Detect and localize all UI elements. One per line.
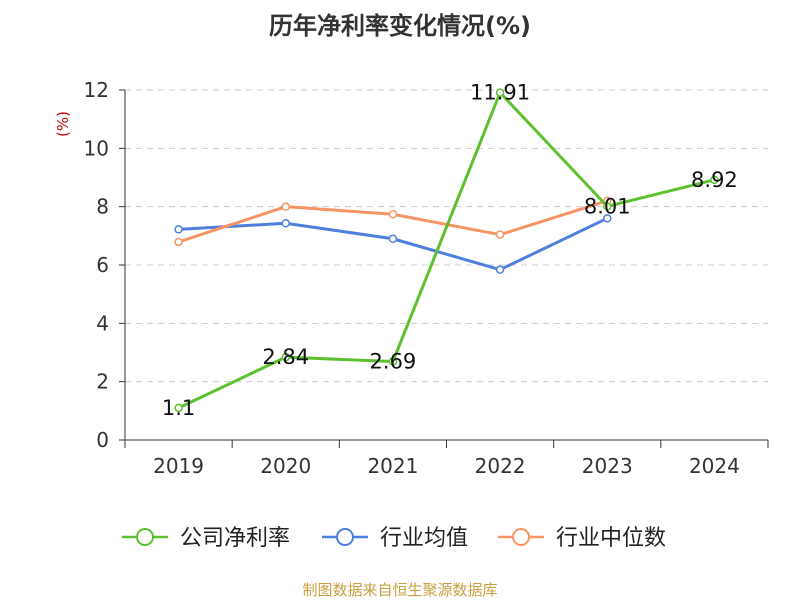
x-tick-label: 2021 (367, 454, 418, 478)
data-point[interactable] (710, 175, 719, 185)
data-point[interactable] (174, 225, 183, 234)
x-tick-label: 2023 (582, 454, 633, 478)
legend-label: 公司净利率 (180, 526, 290, 551)
x-tick-label: 2019 (153, 454, 204, 478)
data-point[interactable] (495, 88, 505, 97)
axes: 0 2 4 6 8 10 12 2019 2020 2021 2022 2023 2024 (%) (54, 78, 769, 478)
legend-marker (336, 528, 354, 546)
series-line-0 (177, 91, 715, 410)
data-label: 2.69 (370, 350, 417, 374)
data-point[interactable] (388, 234, 398, 243)
y-tick-label: 4 (96, 311, 109, 335)
grid-lines (125, 89, 768, 383)
data-point[interactable] (495, 230, 505, 239)
data-labels: 1.1 2.84 2.69 11.91 8.01 8.92 (162, 81, 738, 420)
data-point[interactable] (495, 265, 505, 274)
data-label: 8.01 (584, 194, 631, 218)
series-lines (174, 88, 719, 413)
data-label: 8.92 (691, 168, 738, 192)
legend-item[interactable]: 行业中位数 (498, 526, 666, 551)
legend[interactable]: 公司净利率 行业均值 行业中位数 (122, 526, 666, 551)
series-line-1 (178, 216, 608, 272)
legend-label: 行业均值 (380, 526, 468, 551)
y-tick-label: 10 (84, 136, 109, 160)
legend-marker (512, 528, 530, 546)
y-tick-label: 12 (84, 78, 109, 102)
legend-item[interactable]: 行业均值 (322, 526, 468, 551)
data-point[interactable] (603, 214, 612, 223)
data-point[interactable] (281, 352, 290, 362)
data-point[interactable] (281, 202, 290, 211)
y-tick-label: 0 (96, 428, 109, 452)
y-tick-label: 2 (96, 370, 109, 394)
y-tick-label: 6 (96, 253, 109, 277)
source-note: 制图数据来自恒生聚源数据库 (302, 581, 498, 599)
y-tick-label: 8 (96, 195, 109, 219)
data-label: 11.91 (470, 81, 530, 105)
legend-item[interactable]: 公司净利率 (122, 526, 290, 551)
x-tick-label: 2024 (689, 454, 740, 478)
data-label: 1.1 (162, 396, 195, 420)
data-point[interactable] (388, 357, 398, 366)
x-tick-label: 2020 (260, 454, 311, 478)
chart-title: 历年净利率变化情况(%) (269, 12, 531, 40)
data-label: 2.84 (262, 345, 309, 369)
data-point[interactable] (388, 210, 398, 219)
legend-label: 行业中位数 (556, 526, 666, 551)
data-point[interactable] (603, 202, 612, 211)
y-axis-unit-label: (%) (54, 111, 72, 137)
x-tick-label: 2022 (475, 454, 526, 478)
data-point[interactable] (174, 237, 183, 247)
data-point[interactable] (174, 403, 183, 413)
data-point[interactable] (281, 219, 290, 228)
legend-marker (136, 528, 154, 546)
